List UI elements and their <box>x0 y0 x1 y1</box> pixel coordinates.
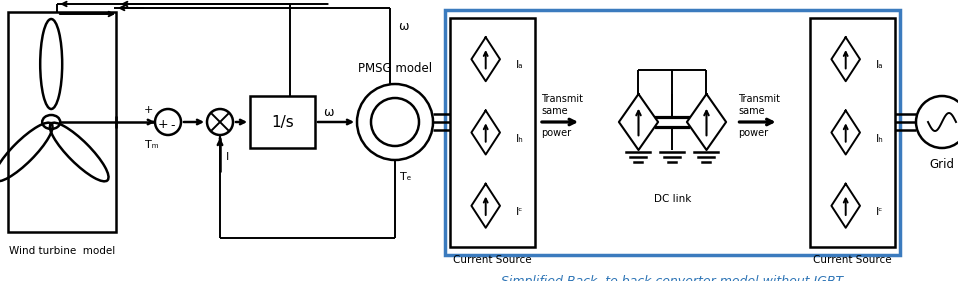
Text: Iₐ: Iₐ <box>515 60 523 70</box>
Text: 1/s: 1/s <box>271 114 294 130</box>
Text: Transmit: Transmit <box>739 94 781 104</box>
Bar <box>445 10 900 255</box>
Text: ω: ω <box>323 105 333 119</box>
Text: Current Source: Current Source <box>453 255 532 265</box>
Bar <box>810 18 895 247</box>
Text: power: power <box>739 128 768 138</box>
Text: +: + <box>158 117 169 130</box>
Text: power: power <box>541 128 571 138</box>
Text: +: + <box>144 105 152 115</box>
Text: Iᶜ: Iᶜ <box>515 207 523 217</box>
Text: PMSG model: PMSG model <box>358 62 432 75</box>
Text: Iᶜ: Iᶜ <box>876 207 883 217</box>
Text: Wind turbine  model: Wind turbine model <box>9 246 115 256</box>
Bar <box>8 12 116 232</box>
Text: Iₐ: Iₐ <box>876 60 883 70</box>
Text: Current Source: Current Source <box>813 255 892 265</box>
Text: DC link: DC link <box>653 194 691 204</box>
Text: Tₑ: Tₑ <box>400 172 411 182</box>
Text: Transmit: Transmit <box>541 94 583 104</box>
Text: same: same <box>739 106 765 116</box>
Text: ω: ω <box>398 20 408 33</box>
Text: Grid: Grid <box>929 158 954 171</box>
Bar <box>250 96 315 148</box>
Bar <box>450 18 535 247</box>
Text: I: I <box>226 152 229 162</box>
Text: same: same <box>541 106 568 116</box>
Text: Iₕ: Iₕ <box>515 133 523 144</box>
Text: Tₘ: Tₘ <box>146 140 159 150</box>
Text: -: - <box>171 119 175 133</box>
Text: Iₕ: Iₕ <box>876 133 883 144</box>
Text: Simplified Back  to back converter model without IGBT: Simplified Back to back converter model … <box>501 275 844 281</box>
